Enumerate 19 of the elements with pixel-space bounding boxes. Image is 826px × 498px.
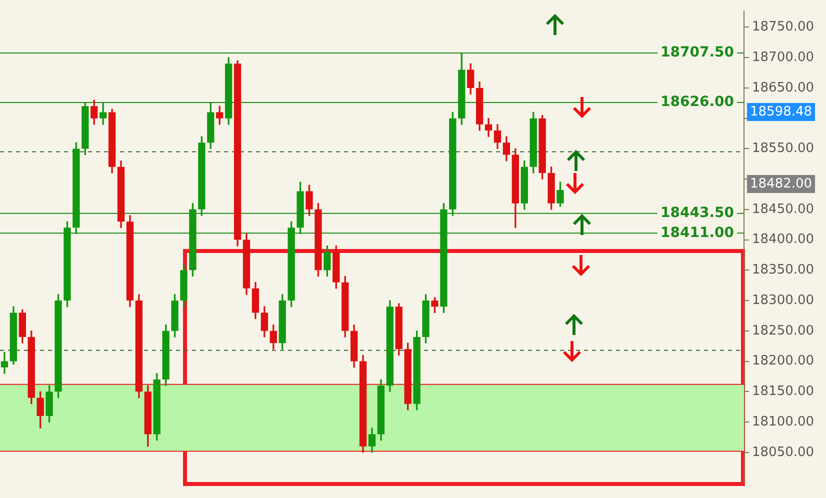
y-tick-label: 18300.00 <box>752 292 814 308</box>
y-tick-label: 18450.00 <box>752 202 814 217</box>
ref-line-label: 18443.50 <box>660 205 734 222</box>
y-tick-label: 18400.00 <box>752 232 814 248</box>
y-tick-label: 18250.00 <box>752 323 814 338</box>
text: 18482.00 <box>750 176 812 192</box>
y-tick-label: 18050.00 <box>752 444 814 460</box>
y-tick-label: 18200.00 <box>752 354 814 369</box>
y-tick-label: 18650.00 <box>752 80 814 96</box>
text: 18598.48 <box>750 104 812 120</box>
y-tick-label: 18700.00 <box>752 50 814 65</box>
y-tick-label: 18150.00 <box>752 384 814 400</box>
y-tick-label: 18100.00 <box>752 414 814 430</box>
y-tick-label: 18750.00 <box>752 20 814 35</box>
ref-line-label: 18707.50 <box>660 44 734 61</box>
y-tick-label: 18350.00 <box>752 262 814 278</box>
y-tick-label: 18550.00 <box>752 141 814 156</box>
ref-line-label: 18626.00 <box>660 94 734 110</box>
ref-line-label: 18411.00 <box>660 224 734 241</box>
